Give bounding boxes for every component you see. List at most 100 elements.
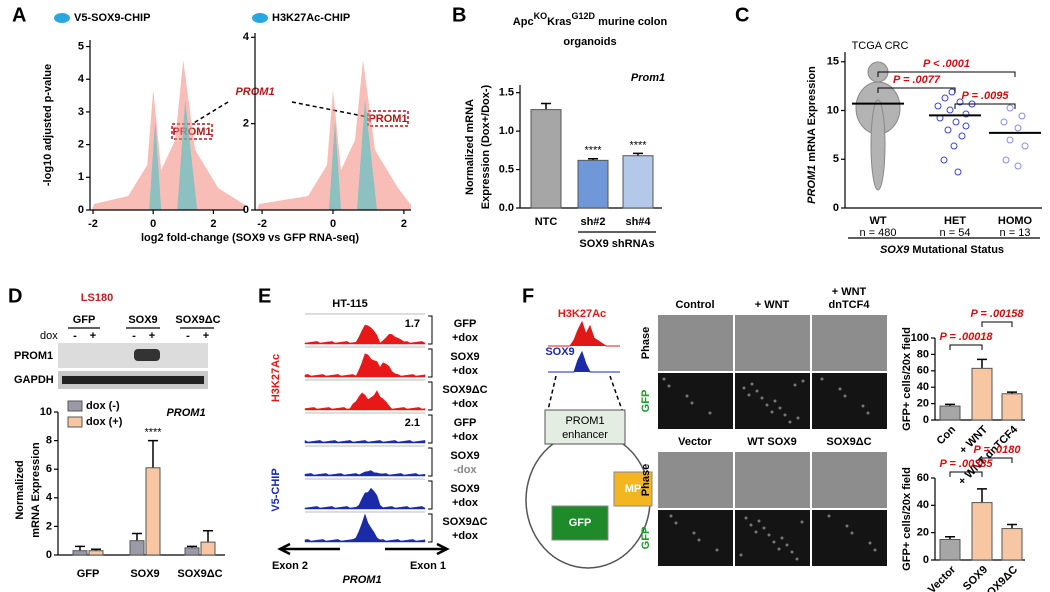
image-spot (785, 543, 789, 547)
legend-label: dox (+) (86, 416, 123, 428)
fluorescence-image (812, 373, 887, 429)
enhancer-label: enhancer (562, 429, 608, 441)
column-label: dnTCF4 (829, 299, 871, 311)
count-label: n = 480 (859, 227, 896, 239)
row-label: GFP (640, 527, 652, 550)
track-bracket (428, 414, 433, 444)
exon-label: Exon 1 (410, 560, 446, 572)
chart-title: LS180 (81, 292, 113, 304)
phase-image (812, 315, 887, 371)
image-spot (744, 516, 748, 520)
y-tick-label: 0 (923, 414, 929, 426)
track-signal (304, 470, 426, 477)
image-spot (850, 531, 854, 535)
image-spot (667, 384, 671, 388)
track-bracket (428, 480, 433, 510)
image-spot (873, 548, 877, 552)
image-spot (796, 416, 800, 420)
y-tick-label: 20 (917, 527, 929, 539)
blot-band (62, 376, 204, 384)
p-value: P = .0095 (962, 90, 1010, 102)
image-spot (674, 521, 678, 525)
track-signal (304, 390, 426, 411)
image-spot (755, 389, 759, 393)
x-tick-label: Con (935, 423, 959, 447)
y-tick-label: 100 (911, 332, 929, 344)
y-tick-label: 40 (917, 381, 929, 393)
track-signal (548, 320, 620, 347)
track-bracket (428, 447, 433, 477)
y-tick-label: 1 (78, 171, 84, 183)
track-treatment: +dox (452, 332, 479, 344)
count-label: n = 13 (1000, 227, 1031, 239)
y-tick-label: 4 (78, 73, 85, 85)
track-bracket (428, 348, 433, 378)
bracket (981, 457, 1013, 463)
y-tick-label: 60 (917, 472, 929, 484)
error-bar (541, 102, 551, 110)
y-tick-label: 1.0 (499, 125, 514, 137)
bar (971, 367, 993, 421)
subtitle: Prom1 (631, 72, 665, 84)
image-spot (662, 377, 666, 381)
error-bar (203, 529, 213, 543)
track-label: SOX9ΔC (442, 516, 487, 528)
chart-title: TCGA CRC (852, 40, 909, 52)
y-tick-label: 4 (243, 31, 250, 43)
bar (88, 550, 104, 556)
bracket (981, 321, 1013, 327)
label-part: PROM1 (806, 165, 818, 204)
y-tick-label: 0 (46, 549, 52, 561)
image-spot (820, 377, 824, 381)
callout-line (291, 101, 369, 118)
arrow (385, 542, 450, 556)
point-cloud (329, 100, 377, 210)
image-spot (750, 382, 754, 386)
image-spot (690, 401, 694, 405)
zoom-line (547, 375, 557, 411)
error-bar (977, 488, 987, 503)
title-part: Kras (547, 16, 571, 28)
error-bar (75, 545, 85, 551)
column-label: SOX9ΔC (826, 436, 871, 448)
track-treatment: +dox (452, 431, 479, 443)
column-label: Vector (678, 436, 712, 448)
y-tick-label: 1.5 (499, 87, 514, 99)
image-spot (669, 514, 673, 518)
image-spot (770, 410, 774, 414)
group-label: SOX9 shRNAs (579, 238, 654, 250)
y-axis-label: mRNA Expression (30, 442, 42, 538)
y-axis-label: -log10 adjusted p-value (42, 64, 54, 186)
track-bracket (428, 315, 433, 345)
bracket (949, 471, 983, 477)
image-spot (749, 523, 753, 527)
y-tick-label: 0 (243, 204, 249, 216)
y-tick-label: 2 (78, 139, 84, 151)
image-spot (861, 404, 865, 408)
bracket (954, 103, 1016, 109)
track-label: GFP (454, 417, 477, 429)
y-tick-label: 60 (917, 365, 929, 377)
blot-sign: - (186, 330, 190, 342)
promoter-box (613, 471, 653, 507)
phase-image (658, 452, 733, 508)
y-tick-label: 0 (923, 554, 929, 566)
image-spot (838, 387, 842, 391)
title-part: Apc (513, 16, 534, 28)
legend-label: dox (-) (86, 400, 120, 412)
image-spot (777, 547, 781, 551)
y-axis-label: GFP+ cells/20x field (901, 327, 913, 431)
y-tick-label: 6 (46, 463, 52, 475)
significance: **** (629, 139, 647, 151)
blot-sign: + (90, 330, 96, 342)
p-value: P < .0001 (923, 58, 970, 70)
enhancer-label: PROM1 (565, 415, 604, 427)
track-bracket (428, 381, 433, 411)
subtitle: PROM1 (166, 407, 205, 419)
image-spot (866, 411, 870, 415)
track-label: SOX9 (450, 483, 479, 495)
image-spot (708, 411, 712, 415)
image-spot (739, 553, 743, 557)
bar (622, 155, 654, 209)
y-tick-label: 10 (40, 406, 52, 418)
